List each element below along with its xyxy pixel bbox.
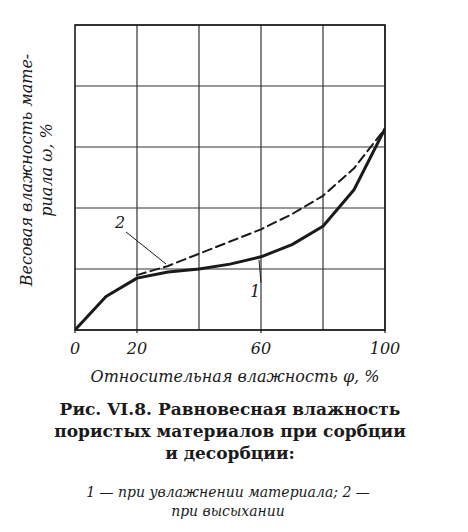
y-axis-label: риала ω, % bbox=[37, 123, 56, 216]
y-grid-line bbox=[75, 268, 385, 269]
caption-title: Рис. VI.8. Равновесная влажность bbox=[60, 399, 401, 419]
y-grid-line bbox=[75, 85, 385, 86]
caption-title: пористых материалов при сорбции bbox=[54, 421, 406, 441]
x-tick bbox=[74, 330, 75, 333]
series-label: 1 bbox=[250, 282, 260, 301]
y-grid-line bbox=[75, 146, 385, 147]
plot-frame bbox=[75, 25, 385, 330]
series-group bbox=[75, 129, 385, 330]
x-tick-label: 60 bbox=[251, 339, 271, 358]
chart-svg: 0 20 60 100 1 2 Относительная влажность φ, % Ве… bbox=[0, 0, 468, 532]
series-line bbox=[75, 129, 385, 330]
x-tick bbox=[136, 330, 137, 333]
label-leader bbox=[126, 232, 166, 264]
x-tick bbox=[384, 330, 385, 333]
x-grid-line bbox=[322, 25, 323, 330]
series-line bbox=[137, 129, 385, 275]
caption-legend: при высыхании bbox=[171, 503, 285, 519]
series-label: 2 bbox=[114, 213, 125, 232]
x-tick-label: 100 bbox=[370, 339, 401, 358]
label-leader bbox=[259, 260, 261, 283]
x-grid-line bbox=[260, 25, 261, 330]
caption-legend: 1 — при увлажнении материала; 2 — bbox=[86, 484, 370, 500]
chart-root: 0 20 60 100 1 2 Относительная влажность φ, % Ве… bbox=[0, 0, 468, 532]
x-grid-line bbox=[198, 25, 199, 330]
x-grid-line bbox=[136, 25, 137, 330]
x-tick bbox=[260, 330, 261, 333]
x-tick-label: 0 bbox=[70, 339, 80, 358]
x-axis-label: Относительная влажность φ, % bbox=[91, 367, 380, 386]
x-tick-label: 20 bbox=[126, 339, 147, 358]
caption-title: и десорбции: bbox=[165, 443, 295, 463]
y-axis-label: Весовая влажность мате- bbox=[17, 54, 36, 288]
